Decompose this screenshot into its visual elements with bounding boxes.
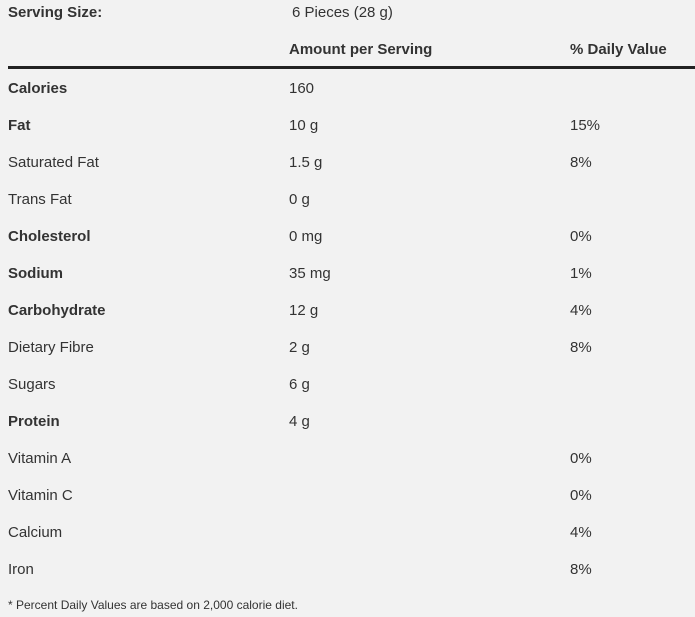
column-header-row: Amount per Serving % Daily Value — [8, 41, 695, 63]
nutrient-row: Carbohydrate 12 g 4% — [8, 292, 695, 329]
nutrient-name: Iron — [8, 561, 34, 578]
nutrient-daily-value: 4% — [570, 524, 592, 541]
nutrient-row: Trans Fat 0 g — [8, 181, 695, 218]
nutrient-daily-value: 0% — [570, 228, 592, 245]
nutrient-row: Fat 10 g 15% — [8, 107, 695, 144]
nutrient-name: Trans Fat — [8, 191, 72, 208]
nutrient-row: Dietary Fibre 2 g 8% — [8, 329, 695, 366]
nutrient-name: Vitamin C — [8, 487, 73, 504]
nutrient-name: Saturated Fat — [8, 154, 99, 171]
daily-value-header: % Daily Value — [570, 41, 667, 58]
nutrient-row: Protein 4 g — [8, 403, 695, 440]
nutrient-daily-value: 0% — [570, 487, 592, 504]
nutrient-row: Sugars 6 g — [8, 366, 695, 403]
nutrient-amount: 4 g — [289, 413, 310, 430]
nutrient-daily-value: 15% — [570, 117, 601, 134]
nutrient-row: Sodium 35 mg 1% — [8, 255, 695, 292]
nutrient-amount: 160 — [289, 80, 315, 97]
nutrient-daily-value: 0% — [570, 450, 592, 467]
nutrient-amount: 6 g — [289, 376, 310, 393]
nutrient-amount: 1.5 g — [289, 154, 323, 171]
nutrient-daily-value: 8% — [570, 561, 592, 578]
nutrient-name: Dietary Fibre — [8, 339, 94, 356]
nutrient-name: Sodium — [8, 265, 63, 282]
nutrient-amount: 12 g — [289, 302, 319, 319]
nutrient-row: Vitamin C 0% — [8, 477, 695, 514]
nutrient-row: Calcium 4% — [8, 514, 695, 551]
nutrient-table: Calories 160 Fat 10 g 15% Saturated Fat … — [8, 70, 695, 588]
amount-per-serving-header: Amount per Serving — [289, 41, 433, 58]
nutrient-daily-value: 1% — [570, 265, 592, 282]
nutrient-row: Calories 160 — [8, 70, 695, 107]
nutrient-row: Saturated Fat 1.5 g 8% — [8, 144, 695, 181]
nutrient-name: Calcium — [8, 524, 63, 541]
daily-value-footnote: * Percent Daily Values are based on 2,00… — [8, 598, 298, 612]
nutrient-row: Iron 8% — [8, 551, 695, 588]
nutrient-daily-value: 8% — [570, 339, 592, 356]
nutrient-amount: 0 mg — [289, 228, 323, 245]
nutrient-amount: 2 g — [289, 339, 310, 356]
nutrient-name: Carbohydrate — [8, 302, 106, 319]
nutrient-name: Calories — [8, 80, 68, 97]
serving-size-label: Serving Size: — [8, 4, 103, 21]
nutrient-amount: 10 g — [289, 117, 319, 134]
nutrient-name: Vitamin A — [8, 450, 72, 467]
nutrient-name: Sugars — [8, 376, 56, 393]
nutrient-row: Cholesterol 0 mg 0% — [8, 218, 695, 255]
nutrient-daily-value: 4% — [570, 302, 592, 319]
serving-size-row: Serving Size: 6 Pieces (28 g) — [8, 4, 695, 26]
nutrient-name: Cholesterol — [8, 228, 91, 245]
nutrient-name: Fat — [8, 117, 31, 134]
nutrient-row: Vitamin A 0% — [8, 440, 695, 477]
nutrient-daily-value: 8% — [570, 154, 592, 171]
nutrient-name: Protein — [8, 413, 60, 430]
serving-size-value: 6 Pieces (28 g) — [292, 4, 393, 21]
nutrient-amount: 0 g — [289, 191, 310, 208]
header-divider — [8, 66, 695, 69]
nutrient-amount: 35 mg — [289, 265, 331, 282]
